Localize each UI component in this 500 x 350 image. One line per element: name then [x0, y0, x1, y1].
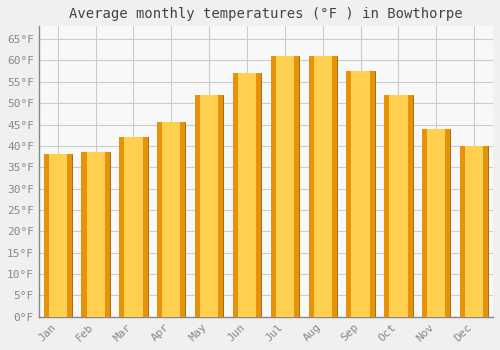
Bar [446, 129, 450, 317]
Bar [233, 73, 261, 317]
Bar [332, 56, 337, 317]
Bar [157, 122, 162, 317]
Bar [352, 71, 370, 317]
Bar [408, 94, 412, 317]
Bar [256, 73, 261, 317]
Bar [238, 73, 256, 317]
Bar [104, 152, 110, 317]
Bar [460, 146, 488, 317]
Bar [180, 122, 186, 317]
Bar [276, 56, 294, 317]
Bar [200, 94, 218, 317]
Bar [195, 94, 224, 317]
Bar [86, 152, 104, 317]
Bar [390, 94, 407, 317]
Bar [44, 154, 49, 317]
Bar [422, 129, 427, 317]
Bar [82, 152, 86, 317]
Bar [195, 94, 200, 317]
Bar [465, 146, 483, 317]
Bar [370, 71, 375, 317]
Bar [233, 73, 238, 317]
Bar [218, 94, 224, 317]
Bar [157, 122, 186, 317]
Bar [384, 94, 412, 317]
Bar [346, 71, 375, 317]
Bar [294, 56, 299, 317]
Bar [270, 56, 299, 317]
Bar [422, 129, 450, 317]
Bar [162, 122, 180, 317]
Bar [124, 137, 142, 317]
Bar [270, 56, 276, 317]
Bar [119, 137, 148, 317]
Bar [308, 56, 337, 317]
Bar [427, 129, 446, 317]
Bar [44, 154, 72, 317]
Bar [483, 146, 488, 317]
Bar [460, 146, 465, 317]
Bar [48, 154, 67, 317]
Bar [314, 56, 332, 317]
Bar [142, 137, 148, 317]
Bar [308, 56, 314, 317]
Bar [119, 137, 124, 317]
Title: Average monthly temperatures (°F ) in Bowthorpe: Average monthly temperatures (°F ) in Bo… [69, 7, 462, 21]
Bar [67, 154, 72, 317]
Bar [346, 71, 352, 317]
Bar [82, 152, 110, 317]
Bar [384, 94, 390, 317]
